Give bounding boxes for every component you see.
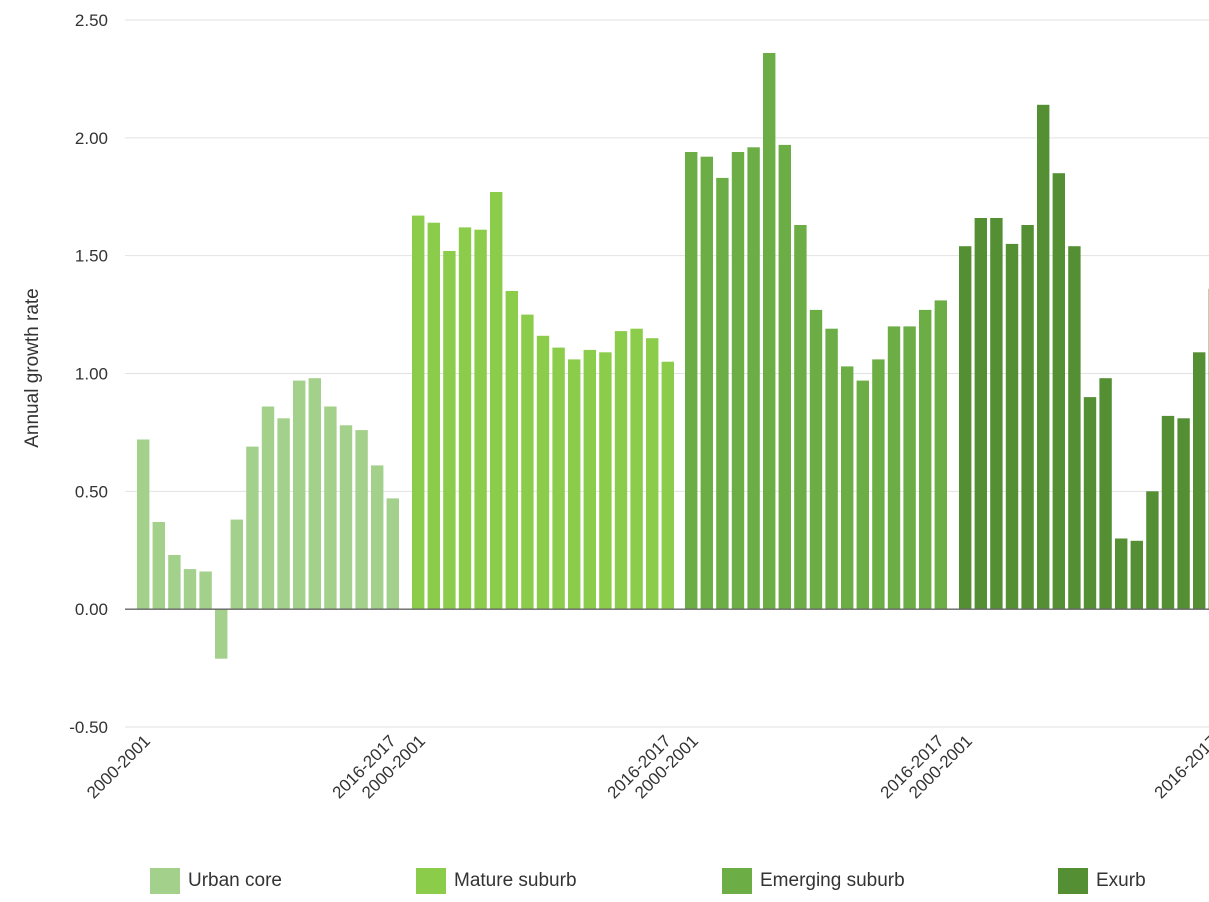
legend-item-urban-core: Urban core [150,868,282,894]
bar [615,331,627,609]
legend-label: Exurb [1096,870,1146,892]
legend-label: Emerging suburb [760,870,905,892]
bar [794,225,806,609]
bar [506,291,518,609]
bar [810,310,822,609]
bar [412,216,424,610]
bar [490,192,502,609]
bar [701,157,713,610]
bar [919,310,931,609]
bar [662,362,674,610]
bar [825,329,837,609]
bar [857,381,869,610]
bars [137,53,1209,659]
bar [630,329,642,609]
bar [975,218,987,609]
bar [521,315,533,610]
x-tick-label: 2000-2001 [83,731,154,802]
y-axis-ticks: 2.50 2.00 1.50 1.00 0.50 0.00 -0.50 [69,11,108,737]
bar [474,230,486,609]
bar [584,350,596,609]
legend-label: Urban core [188,870,282,892]
bar [355,430,367,609]
y-axis-label: Annual growth rate [22,288,43,448]
bar [324,407,336,610]
bar [552,348,564,610]
bar [1177,418,1189,609]
bar [990,218,1002,609]
bar [309,378,321,609]
bar [168,555,180,609]
bar [262,407,274,610]
legend-swatch [416,868,446,894]
bar [1084,397,1096,609]
y-tick-label: -0.50 [69,718,108,737]
y-tick-label: 1.50 [75,247,108,266]
legend-item-mature-suburb: Mature suburb [416,868,577,894]
legend-item-emerging-suburb: Emerging suburb [722,868,905,894]
bar [1162,416,1174,609]
bar [184,569,196,609]
bar [199,572,211,610]
bar [779,145,791,609]
bar [732,152,744,609]
bar [153,522,165,609]
bar [599,352,611,609]
bar [371,465,383,609]
bar [1053,173,1065,609]
y-tick-label: 0.50 [75,482,108,501]
bar [1115,539,1127,610]
bar [215,609,227,659]
bar [340,425,352,609]
bar [1037,105,1049,609]
bar [1193,352,1205,609]
bar [935,300,947,609]
bar [277,418,289,609]
y-tick-label: 2.00 [75,129,108,148]
legend-swatch [722,868,752,894]
bar [646,338,658,609]
legend-label: Mature suburb [454,870,577,892]
bar [1131,541,1143,609]
bar [1068,246,1080,609]
bar [903,326,915,609]
bar [231,520,243,610]
bar [568,359,580,609]
bar [763,53,775,609]
bar [459,227,471,609]
y-tick-label: 2.50 [75,11,108,30]
bar [1006,244,1018,609]
bar [1021,225,1033,609]
bar [428,223,440,610]
bar [888,326,900,609]
bar [537,336,549,609]
bar [959,246,971,609]
y-tick-label: 0.00 [75,600,108,619]
bar [716,178,728,609]
bar [443,251,455,609]
bar [137,440,149,610]
bar-chart: 2.50 2.00 1.50 1.00 0.50 0.00 -0.50 Annual gro… [0,0,1209,860]
legend: Urban core Mature suburb Emerging suburb… [0,868,1209,902]
bar [293,381,305,610]
legend-swatch [1058,868,1088,894]
bar [872,359,884,609]
bar [1146,491,1158,609]
bar [246,447,258,610]
bar [841,366,853,609]
legend-swatch [150,868,180,894]
bar [1099,378,1111,609]
y-tick-label: 1.00 [75,365,108,384]
legend-item-exurb: Exurb [1058,868,1146,894]
bar [685,152,697,609]
x-tick-label: 2016-2017 [1151,731,1209,802]
bar [387,498,399,609]
bar [747,147,759,609]
